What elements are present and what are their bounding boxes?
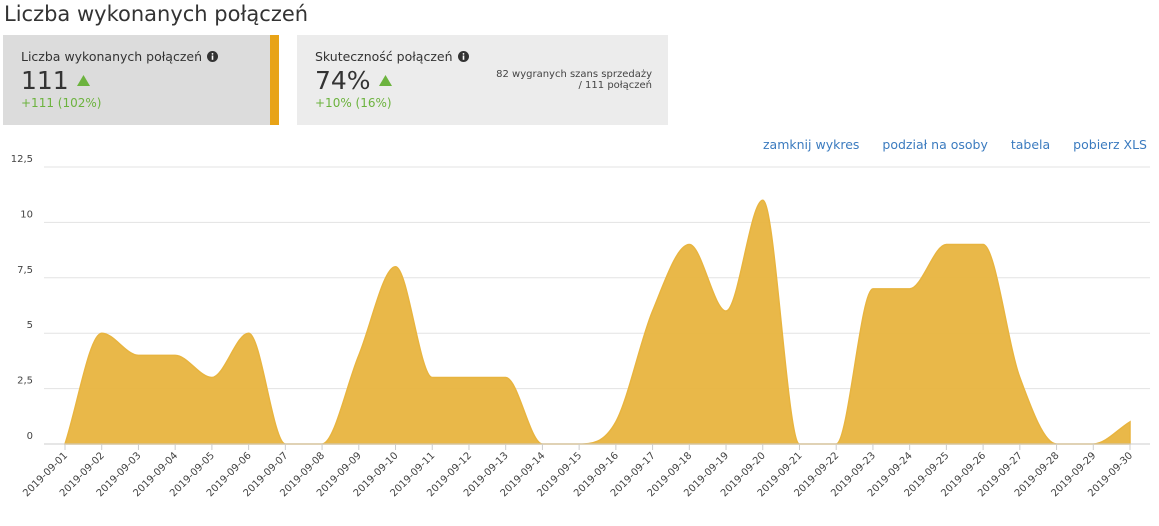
up-arrow — [378, 75, 392, 86]
y-tick-label: 2,5 — [17, 376, 33, 387]
y-tick-label: 10 — [20, 209, 33, 220]
link[interactable]: tabela — [1010, 137, 1051, 152]
y-tick-label: 5 — [27, 320, 33, 331]
kpi-change: +111 (102%) — [21, 96, 102, 110]
chart-links: zamknij wykres podział na osoby tabela p… — [763, 137, 1147, 152]
link[interactable]: zamknij wykres — [763, 137, 860, 152]
kpi-note: 82 wygranych szans sprzedaży / 111 połąc… — [496, 69, 652, 91]
kpi-label: Liczba wykonanych połączeń — [21, 49, 203, 64]
link[interactable]: podział na osoby — [882, 137, 988, 152]
info-icon — [457, 51, 469, 62]
page-title: Liczba wykonanych połączeń — [4, 2, 309, 26]
note-line: 82 wygranych szans sprzedaży — [496, 69, 652, 80]
kpi-value: 74% — [315, 66, 371, 95]
kpi-label-row: Skuteczność połączeń — [315, 49, 668, 64]
kpi-card: Skuteczność połączeń 74% +10% (16%) 82 w… — [297, 35, 668, 125]
link[interactable]: pobierz XLS — [1073, 137, 1147, 152]
y-tick-label: 0 — [27, 431, 33, 442]
up-arrow — [76, 75, 90, 86]
kpi-label-row: Liczba wykonanych połączeń — [21, 49, 279, 64]
chart: 02,557,51012,52019-09-012019-09-022019-0… — [11, 154, 1150, 499]
note-line: / 111 połączeń — [578, 80, 653, 91]
area — [63, 199, 1131, 445]
y-tick-label: 7,5 — [17, 265, 33, 276]
kpi-value: 111 — [21, 66, 69, 95]
kpi-change: +10% (16%) — [315, 96, 392, 110]
y-tick-label: 12,5 — [11, 154, 33, 165]
info-icon — [207, 51, 219, 62]
kpi-value-row: 74% — [315, 66, 668, 95]
kpi-card: Liczba wykonanych połączeń 111 +111 (102… — [3, 35, 279, 125]
card-accent — [270, 35, 279, 125]
kpi-label: Skuteczność połączeń — [315, 49, 453, 64]
kpi-value-row: 111 — [21, 66, 279, 95]
